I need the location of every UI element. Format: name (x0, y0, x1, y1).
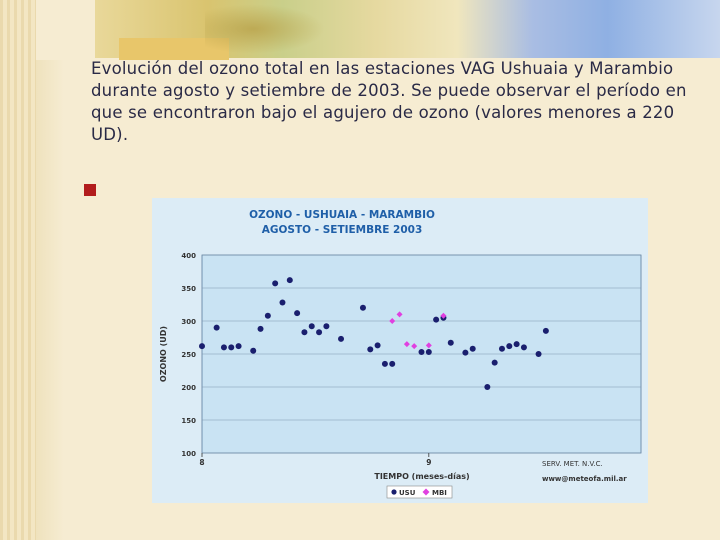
point-usu (235, 343, 242, 350)
point-usu (213, 324, 220, 331)
point-mbi (403, 341, 410, 348)
y-tick-label: 300 (181, 318, 196, 326)
legend-label-mbi: MBI (432, 489, 447, 497)
point-usu (308, 323, 315, 330)
point-usu (425, 349, 432, 356)
point-usu (316, 329, 323, 336)
y-axis-ticks: 100 150 200 250 300 350 400 (181, 252, 196, 458)
point-usu (389, 360, 396, 367)
point-usu (381, 360, 388, 367)
legend-marker-mbi (422, 488, 430, 496)
point-usu (301, 329, 308, 336)
point-usu (520, 344, 527, 351)
point-usu (418, 349, 425, 356)
decorative-left-band (0, 0, 36, 540)
y-tick-label: 250 (181, 351, 196, 359)
point-usu (250, 347, 257, 354)
chart-title: OZONO - USHUAIA - MARAMBIO (249, 209, 435, 221)
point-mbi (396, 311, 403, 318)
legend-label-usu: USU (399, 489, 416, 497)
point-usu (323, 323, 330, 330)
point-usu (462, 349, 469, 356)
legend: USU MBI (386, 485, 453, 499)
y-tick-label: 150 (181, 417, 196, 425)
point-usu (367, 346, 374, 353)
point-usu (294, 310, 301, 317)
decorative-banner (95, 0, 720, 60)
point-usu (286, 277, 293, 284)
point-usu (491, 359, 498, 366)
decorative-left-shade (36, 60, 64, 540)
data-points (199, 277, 549, 390)
point-usu (484, 384, 491, 390)
point-usu (535, 351, 542, 357)
point-usu (220, 344, 227, 351)
y-tick-label: 350 (181, 285, 196, 293)
point-usu (498, 345, 505, 352)
point-usu (433, 316, 440, 323)
point-mbi (440, 312, 447, 319)
point-usu (199, 343, 205, 350)
y-tick-label: 400 (181, 252, 196, 260)
point-usu (469, 345, 476, 352)
legend-box (386, 485, 453, 499)
annotation-website: www@meteofa.mil.ar (542, 475, 627, 483)
point-usu (506, 343, 513, 350)
slide-body-text: Evolución del ozono total en las estacio… (91, 59, 687, 144)
ozone-chart: OZONO - USHUAIA - MARAMBIO AGOSTO - SETI… (152, 198, 648, 503)
point-mbi (425, 342, 432, 349)
point-usu (272, 280, 279, 287)
point-usu (338, 335, 345, 342)
point-usu (359, 304, 366, 311)
annotation-service: SERV. MET. N.V.C. (542, 460, 603, 468)
point-usu (264, 312, 271, 319)
point-usu (257, 325, 264, 332)
decorative-banner-tab (119, 38, 229, 60)
legend-marker-usu (391, 489, 397, 495)
point-usu (513, 341, 520, 348)
point-mbi (411, 343, 418, 350)
x-tick-label: 9 (426, 458, 431, 467)
y-tick-label: 100 (181, 450, 196, 458)
ozone-chart-svg: OZONO - USHUAIA - MARAMBIO AGOSTO - SETI… (152, 198, 648, 503)
x-tick-label: 8 (199, 458, 204, 467)
chart-subtitle: AGOSTO - SETIEMBRE 2003 (262, 224, 423, 236)
x-axis-label: TIEMPO (meses-días) (374, 472, 469, 481)
y-axis-label: OZONO (UD) (159, 326, 168, 382)
point-usu (542, 327, 549, 334)
y-tick-label: 200 (181, 384, 196, 392)
point-usu (374, 342, 381, 349)
bullet-marker (84, 184, 96, 196)
decorative-leaf (205, 4, 325, 54)
point-usu (228, 344, 235, 351)
point-usu (279, 299, 286, 306)
point-mbi (389, 318, 396, 324)
point-usu (447, 339, 454, 346)
